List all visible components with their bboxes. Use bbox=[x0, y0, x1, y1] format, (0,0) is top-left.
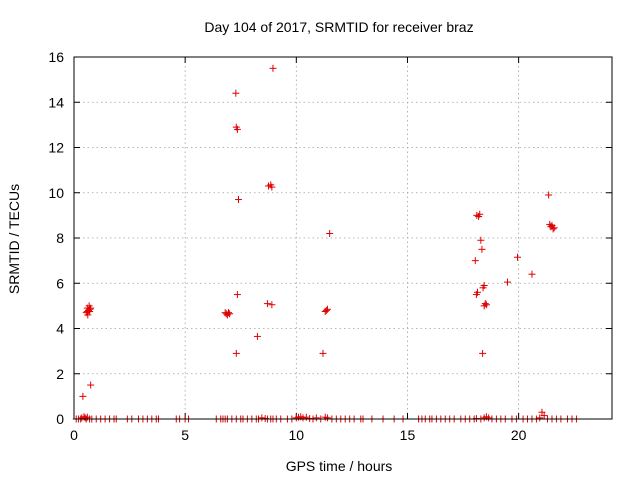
data-point bbox=[233, 125, 241, 133]
data-point bbox=[323, 305, 331, 313]
plot-frame bbox=[73, 56, 613, 420]
data-point bbox=[528, 270, 536, 278]
data-point bbox=[258, 414, 266, 422]
data-point bbox=[79, 392, 87, 400]
data-point bbox=[268, 301, 276, 309]
data-point bbox=[87, 304, 95, 312]
data-point bbox=[479, 349, 487, 357]
data-point bbox=[312, 414, 320, 422]
data-point bbox=[549, 225, 557, 233]
data-point bbox=[545, 191, 553, 199]
y-tick-label: 4 bbox=[56, 321, 64, 337]
data-point bbox=[504, 278, 512, 286]
data-point bbox=[319, 349, 327, 357]
y-tick-label: 16 bbox=[48, 49, 64, 65]
data-point bbox=[299, 414, 307, 422]
data-point bbox=[473, 211, 481, 219]
y-tick-label: 14 bbox=[48, 94, 64, 110]
x-tick-label: 0 bbox=[70, 427, 78, 443]
data-point bbox=[233, 291, 241, 299]
data-point bbox=[235, 196, 243, 204]
y-tick-label: 0 bbox=[56, 411, 64, 427]
data-point bbox=[83, 308, 91, 316]
x-tick-label: 10 bbox=[289, 427, 305, 443]
x-axis-label: GPS time / hours bbox=[286, 458, 393, 474]
data-point bbox=[474, 288, 481, 296]
data-point bbox=[232, 89, 240, 97]
data-point bbox=[326, 229, 334, 237]
ticks-layer: 0 5 10 15 20 0 2 4 6 8 10 12 14 16 bbox=[48, 49, 612, 443]
x-tick-label: 15 bbox=[400, 427, 416, 443]
data-point bbox=[485, 414, 493, 422]
data-point bbox=[226, 310, 234, 318]
data-point bbox=[263, 300, 271, 308]
grid-layer bbox=[74, 57, 612, 419]
data-point bbox=[478, 245, 486, 253]
x-tick-label: 5 bbox=[181, 427, 189, 443]
x-tick-label: 20 bbox=[511, 427, 527, 443]
y-tick-label: 12 bbox=[48, 140, 64, 156]
data-point bbox=[322, 306, 330, 314]
data-point bbox=[482, 301, 490, 309]
data-point bbox=[540, 412, 548, 420]
y-axis-label: SRMTID / TECUs bbox=[6, 184, 22, 294]
data-point bbox=[268, 183, 276, 191]
data-point bbox=[253, 332, 261, 340]
data-point bbox=[471, 257, 479, 265]
data-point bbox=[225, 309, 233, 317]
data-point bbox=[476, 210, 484, 218]
data-point bbox=[481, 300, 489, 308]
data-point bbox=[514, 253, 522, 261]
data-point bbox=[550, 224, 558, 232]
y-tick-label: 6 bbox=[56, 275, 64, 291]
data-point bbox=[323, 414, 331, 422]
chart-title: Day 104 of 2017, SRMTID for receiver bra… bbox=[204, 19, 473, 35]
data-point bbox=[87, 381, 95, 389]
data-point bbox=[536, 414, 544, 422]
y-tick-label: 2 bbox=[56, 366, 64, 382]
data-point bbox=[480, 282, 488, 290]
data-point bbox=[232, 349, 240, 357]
y-tick-label: 10 bbox=[48, 185, 64, 201]
data-point bbox=[269, 64, 277, 72]
data-point bbox=[477, 236, 485, 244]
y-tick-label: 8 bbox=[56, 230, 64, 246]
data-point bbox=[302, 413, 310, 421]
